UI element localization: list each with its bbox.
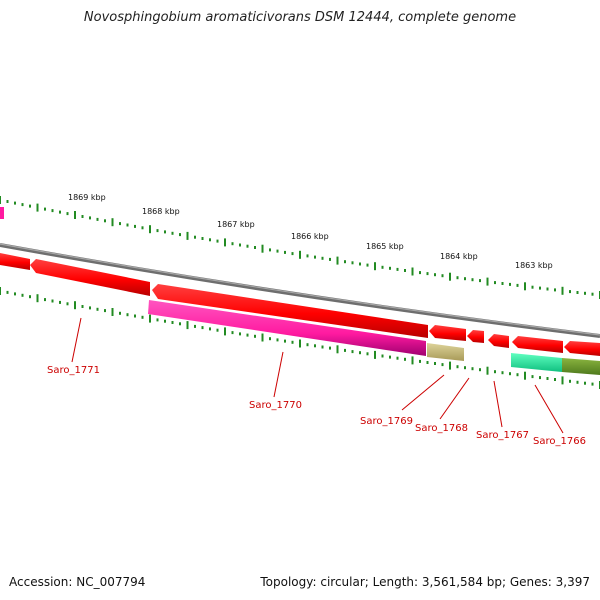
scale-label-1865: 1865 kbp <box>366 242 404 251</box>
leader-saro-1767 <box>493 380 503 428</box>
genome-backbone <box>0 243 600 338</box>
cds-track <box>0 253 600 356</box>
genome-backbone-highlight <box>0 243 600 336</box>
map-title: Novosphingobium aromaticivorans DSM 1244… <box>83 10 517 25</box>
leader-saro-1768 <box>439 377 470 420</box>
gene-label-saro-1770: Saro_1770 <box>249 400 302 411</box>
gene-saro-1770 <box>148 300 426 356</box>
cds-arrow <box>30 259 150 296</box>
cds-arrow <box>488 334 509 348</box>
cds-arrow <box>152 284 428 338</box>
scale-label-1867: 1867 kbp <box>217 220 255 229</box>
cds-arrow <box>564 341 600 356</box>
cds-arrow <box>429 325 466 341</box>
cds-arrow <box>467 330 484 343</box>
gene-track <box>148 300 600 375</box>
gene-label-saro-1766: Saro_1766 <box>533 436 586 447</box>
gene-label-saro-1768: Saro_1768 <box>415 423 468 434</box>
gene-label-saro-1769: Saro_1769 <box>360 416 413 427</box>
scale-label-1869: 1869 kbp <box>68 193 106 202</box>
gene-label-saro-1767: Saro_1767 <box>476 430 529 441</box>
leader-saro-1770 <box>273 351 284 398</box>
scale-label-1868: 1868 kbp <box>142 207 180 216</box>
leader-saro-1766 <box>534 384 564 434</box>
cds-arrow <box>512 336 563 353</box>
edge-gene-marker <box>0 207 4 219</box>
genome-stats-label: Topology: circular; Length: 3,561,584 bp… <box>260 575 590 589</box>
inner-scale-ticks <box>0 287 600 389</box>
accession-label: Accession: NC_007794 <box>9 575 146 589</box>
cds-arrow <box>0 253 30 270</box>
gene-saro-1769 <box>427 343 464 361</box>
outer-scale-ticks <box>0 196 600 299</box>
scale-label-1864: 1864 kbp <box>440 252 478 261</box>
leader-saro-1769 <box>401 374 445 411</box>
label-leaders <box>71 317 564 434</box>
scale-label-1863: 1863 kbp <box>515 261 553 270</box>
gene-saro-1766-a <box>511 353 562 372</box>
gene-saro-1766-b <box>562 358 600 375</box>
leader-saro-1771 <box>71 317 82 363</box>
gene-label-saro-1771: Saro_1771 <box>47 365 100 376</box>
scale-label-1866: 1866 kbp <box>291 232 329 241</box>
